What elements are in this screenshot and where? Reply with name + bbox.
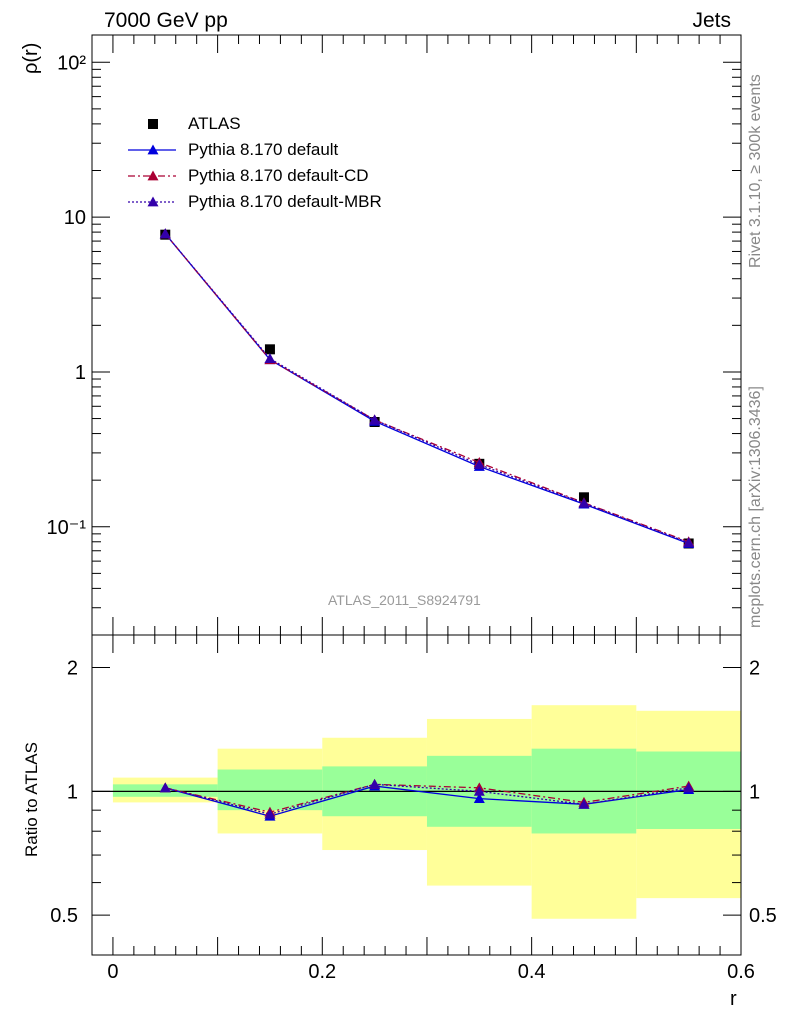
x-tick-label: 0.2 bbox=[308, 961, 336, 983]
upper-series-marker-3 bbox=[264, 353, 276, 363]
lower-panel-content bbox=[92, 705, 741, 919]
axis-ticks: 10² 10 1 10⁻¹ 0 0.2 0.4 0.6 0.5 0.5 1 1 2 2 bbox=[47, 35, 777, 983]
x-tick-label: 0.6 bbox=[727, 961, 755, 983]
atlas-data-point bbox=[264, 344, 275, 355]
legend-label-pythia-default: Pythia 8.170 default bbox=[188, 140, 339, 159]
x-axis-title: r bbox=[730, 988, 737, 1010]
legend-markers bbox=[128, 119, 176, 207]
upper-series-marker-3 bbox=[369, 414, 381, 425]
x-tick-label: 0.4 bbox=[518, 961, 546, 983]
legend-label-pythia-mbr: Pythia 8.170 default-MBR bbox=[188, 192, 382, 211]
ratio-series-marker-2 bbox=[369, 778, 381, 789]
legend-label-atlas: ATLAS bbox=[188, 114, 241, 133]
upper-y-tick-label: 10⁻¹ bbox=[47, 517, 87, 539]
upper-y-tick-label: 10 bbox=[64, 207, 86, 229]
upper-panel-content bbox=[159, 228, 695, 549]
header-right-label: Jets bbox=[692, 9, 731, 32]
rivet-side-label: Rivet 3.1.10, ≥ 300k events bbox=[747, 74, 764, 268]
ratio-series-marker-2 bbox=[159, 782, 171, 793]
legend-marker-triangle-3 bbox=[147, 196, 159, 207]
upper-series-line-1 bbox=[164, 233, 689, 545]
mcplots-side-label: mcplots.cern.ch [arXiv:1306.3436] bbox=[747, 386, 764, 628]
ratio-series-marker-2 bbox=[264, 808, 276, 819]
upper-y-tick-label: 10² bbox=[57, 52, 86, 74]
upper-y-tick-label: 1 bbox=[75, 362, 86, 384]
lower-y-tick-label-left: 1 bbox=[67, 781, 78, 803]
analysis-watermark: ATLAS_2011_S8924791 bbox=[328, 592, 481, 608]
upper-y-axis-title: ρ(r) bbox=[20, 42, 42, 74]
upper-series-marker-3 bbox=[683, 537, 695, 548]
lower-y-tick-label-left: 2 bbox=[67, 658, 78, 680]
lower-panel-frame bbox=[91, 634, 742, 956]
upper-series-marker-3 bbox=[159, 228, 171, 239]
ratio-series-line-2 bbox=[165, 783, 689, 815]
upper-series-line-2 bbox=[164, 233, 689, 543]
legend-label-pythia-cd: Pythia 8.170 default-CD bbox=[188, 166, 369, 185]
lower-y-tick-label-right: 0.5 bbox=[749, 905, 777, 927]
upper-series-marker-3 bbox=[473, 459, 485, 470]
upper-series-line-3 bbox=[164, 233, 689, 544]
lower-y-tick-label-left: 0.5 bbox=[50, 905, 78, 927]
ratio-series-marker-2 bbox=[578, 798, 590, 809]
legend-marker-triangle-1 bbox=[147, 144, 159, 155]
legend-marker-square bbox=[148, 119, 158, 129]
lower-y-axis-title: Ratio to ATLAS bbox=[22, 742, 41, 857]
x-tick-label: 0 bbox=[107, 961, 118, 983]
lower-y-tick-label-right: 1 bbox=[749, 781, 760, 803]
ratio-series-marker-2 bbox=[473, 785, 485, 796]
ratio-series-marker-0 bbox=[473, 793, 485, 804]
upper-series-marker-3 bbox=[578, 497, 590, 508]
ratio-series-marker-2 bbox=[683, 782, 695, 793]
header-left-label: 7000 GeV pp bbox=[104, 9, 228, 32]
legend-marker-triangle-2 bbox=[147, 170, 159, 181]
lower-y-tick-label-right: 2 bbox=[749, 658, 760, 680]
